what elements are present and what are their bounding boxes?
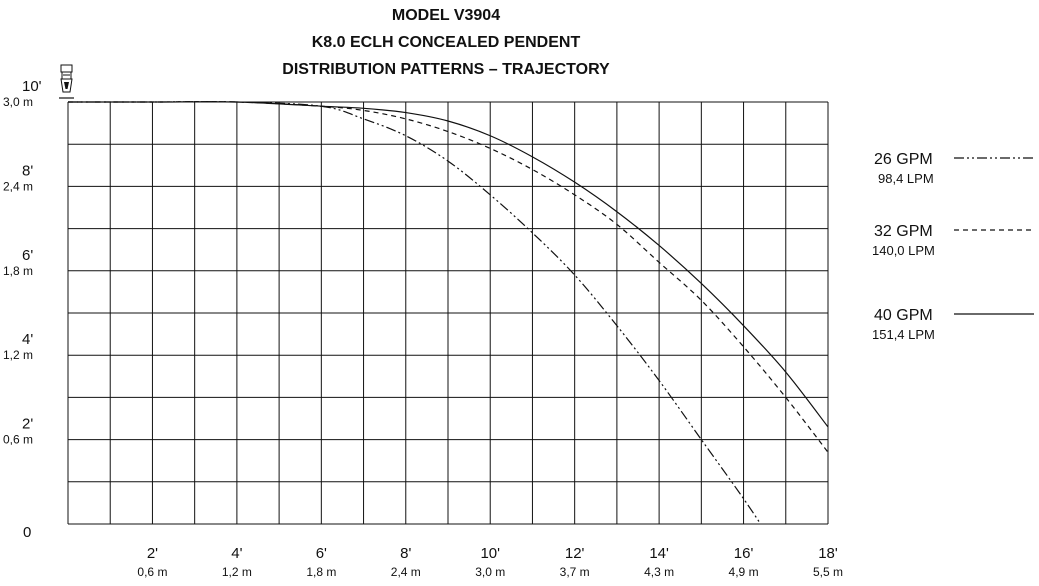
- x-tick-label-m: 3,0 m: [475, 565, 505, 579]
- x-tick-label-m: 4,9 m: [729, 565, 759, 579]
- sprinkler-icon: [59, 64, 74, 99]
- y-tick-label-m: 1,2 m: [3, 348, 33, 362]
- title-line-3: DISTRIBUTION PATTERNS – TRAJECTORY: [282, 61, 610, 78]
- x-tick-label-m: 4,3 m: [644, 565, 674, 579]
- legend: 26 GPM 98,4 LPM 32 GPM 140,0 LPM 40 GPM …: [872, 151, 1034, 342]
- legend-label-32gpm: 32 GPM: [874, 223, 933, 240]
- y-tick-label-ft: 0: [23, 524, 31, 541]
- x-tick-label-m: 5,5 m: [813, 565, 843, 579]
- x-tick-label-ft: 12': [565, 545, 585, 562]
- legend-sublabel-26gpm: 98,4 LPM: [878, 171, 934, 186]
- y-tick-label-ft: 8': [22, 162, 33, 179]
- legend-label-40gpm: 40 GPM: [874, 307, 933, 324]
- y-tick-label-ft: 10': [22, 78, 42, 95]
- x-tick-label-ft: 14': [649, 545, 669, 562]
- series-line-26gpm: [68, 101, 762, 524]
- legend-label-26gpm: 26 GPM: [874, 151, 933, 168]
- x-tick-label-ft: 10': [480, 545, 500, 562]
- title-line-1: MODEL V3904: [392, 7, 500, 24]
- y-tick-label-m: 0,6 m: [3, 433, 33, 447]
- y-tick-label-ft: 2': [22, 416, 33, 433]
- chart-title: MODEL V3904 K8.0 ECLH CONCEALED PENDENT …: [282, 7, 610, 78]
- x-tick-label-m: 1,8 m: [306, 565, 336, 579]
- y-tick-label-m: 1,8 m: [3, 264, 33, 278]
- x-tick-label-m: 0,6 m: [137, 565, 167, 579]
- legend-item-40gpm: 40 GPM 151,4 LPM: [872, 307, 1034, 342]
- legend-sublabel-32gpm: 140,0 LPM: [872, 243, 935, 258]
- y-tick-label-ft: 6': [22, 247, 33, 264]
- y-tick-label-m: 2,4 m: [3, 179, 33, 193]
- chart-grid: [67, 101, 829, 525]
- legend-sublabel-40gpm: 151,4 LPM: [872, 327, 935, 342]
- x-tick-label-ft: 16': [734, 545, 754, 562]
- title-line-2: K8.0 ECLH CONCEALED PENDENT: [312, 34, 581, 51]
- x-tick-label-ft: 18': [818, 545, 838, 562]
- y-tick-label-ft: 4': [22, 331, 33, 348]
- x-axis-ticks: 2' 0,6 m 4' 1,2 m 6' 1,8 m 8' 2,4 m 10' 3,0 m 12' 3…: [137, 545, 843, 579]
- x-tick-label-m: 2,4 m: [391, 565, 421, 579]
- legend-item-26gpm: 26 GPM 98,4 LPM: [874, 151, 1034, 186]
- x-tick-label-ft: 4': [231, 545, 242, 562]
- x-tick-label-ft: 8': [400, 545, 411, 562]
- x-tick-label-ft: 2': [147, 545, 158, 562]
- x-tick-label-m: 1,2 m: [222, 565, 252, 579]
- y-axis-ticks: 0 2'0,6 m 4'1,2 m 6'1,8 m 8'2,4 m 10'3,0 m: [3, 78, 42, 541]
- x-tick-label-m: 3,7 m: [560, 565, 590, 579]
- x-tick-label-ft: 6': [316, 545, 327, 562]
- chart-series: [68, 101, 828, 524]
- series-line-40gpm: [68, 101, 828, 428]
- legend-item-32gpm: 32 GPM 140,0 LPM: [872, 223, 1034, 258]
- y-tick-label-m: 3,0 m: [3, 95, 33, 109]
